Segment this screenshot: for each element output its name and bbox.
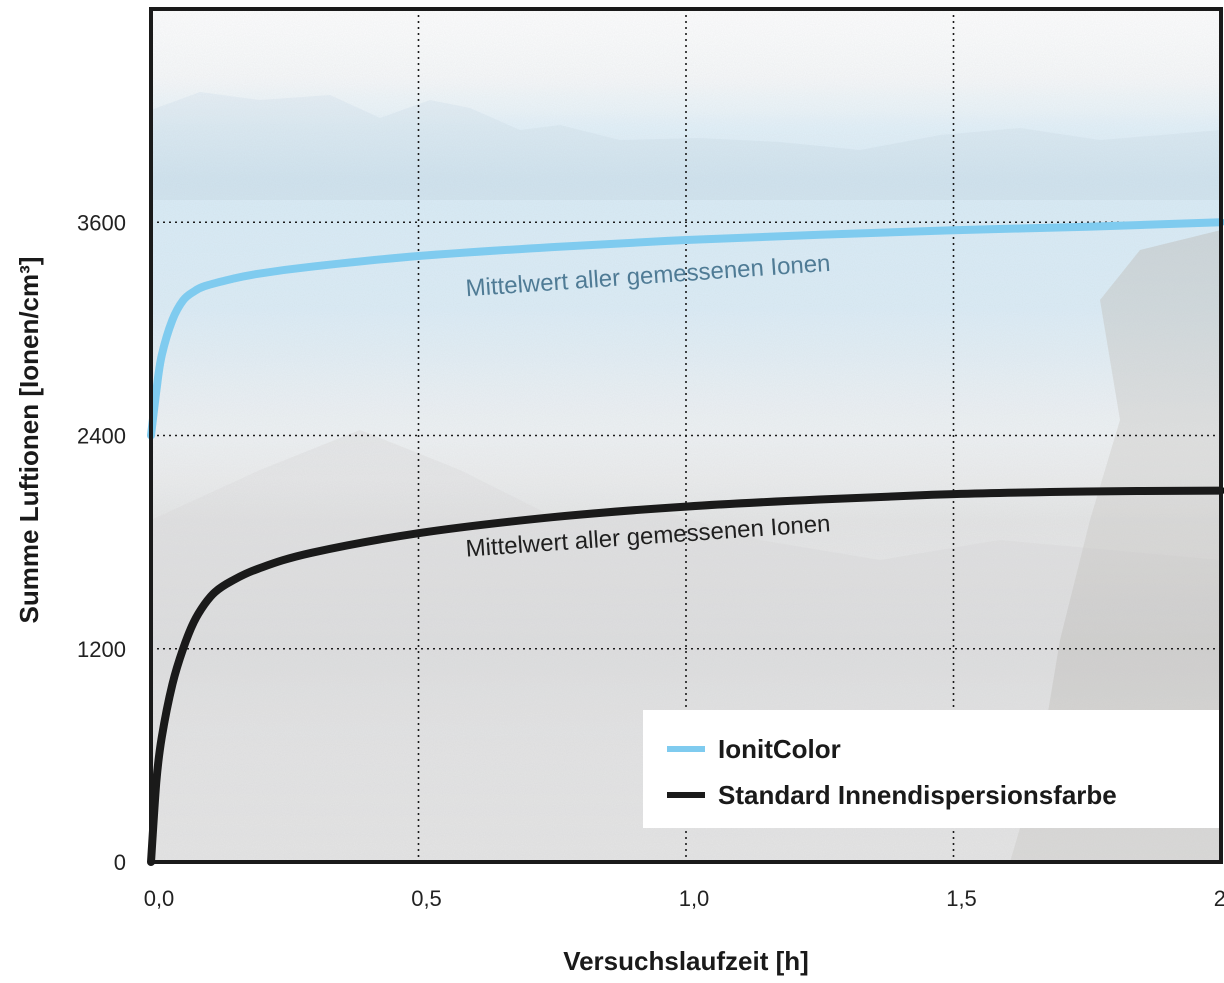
x-tick-label: 0,0 (144, 886, 175, 911)
y-tick-label: 2400 (77, 424, 126, 449)
x-axis-title: Versuchslaufzeit [h] (563, 946, 809, 976)
y-tick-label: 1200 (77, 637, 126, 662)
legend-label-2: Standard Innendispersionsfarbe (718, 780, 1117, 810)
gridlines (151, 9, 1221, 862)
series-line-2 (147, 486, 1224, 866)
x-tick-label: 2,0 (1214, 886, 1224, 911)
legend-box (643, 710, 1221, 828)
tick-labels: 0,0 0,5 1,0 1,5 2,0 0 1200 2400 3600 (77, 210, 1224, 911)
axes (149, 7, 1223, 864)
legend: IonitColor Standard Innendispersionsfarbe (643, 710, 1221, 828)
series-layer (147, 218, 1224, 866)
y-axis-title: Summe Luftionen [Ionen/cm³] (14, 257, 44, 624)
plot-frame (149, 7, 1223, 864)
legend-label-1: IonitColor (718, 734, 841, 764)
x-tick-label: 1,0 (679, 886, 710, 911)
y-tick-label: 3600 (77, 210, 126, 235)
y-tick-label: 0 (114, 850, 126, 875)
x-tick-label: 1,5 (946, 886, 977, 911)
series-line-1 (147, 218, 1224, 440)
x-tick-label: 0,5 (411, 886, 442, 911)
